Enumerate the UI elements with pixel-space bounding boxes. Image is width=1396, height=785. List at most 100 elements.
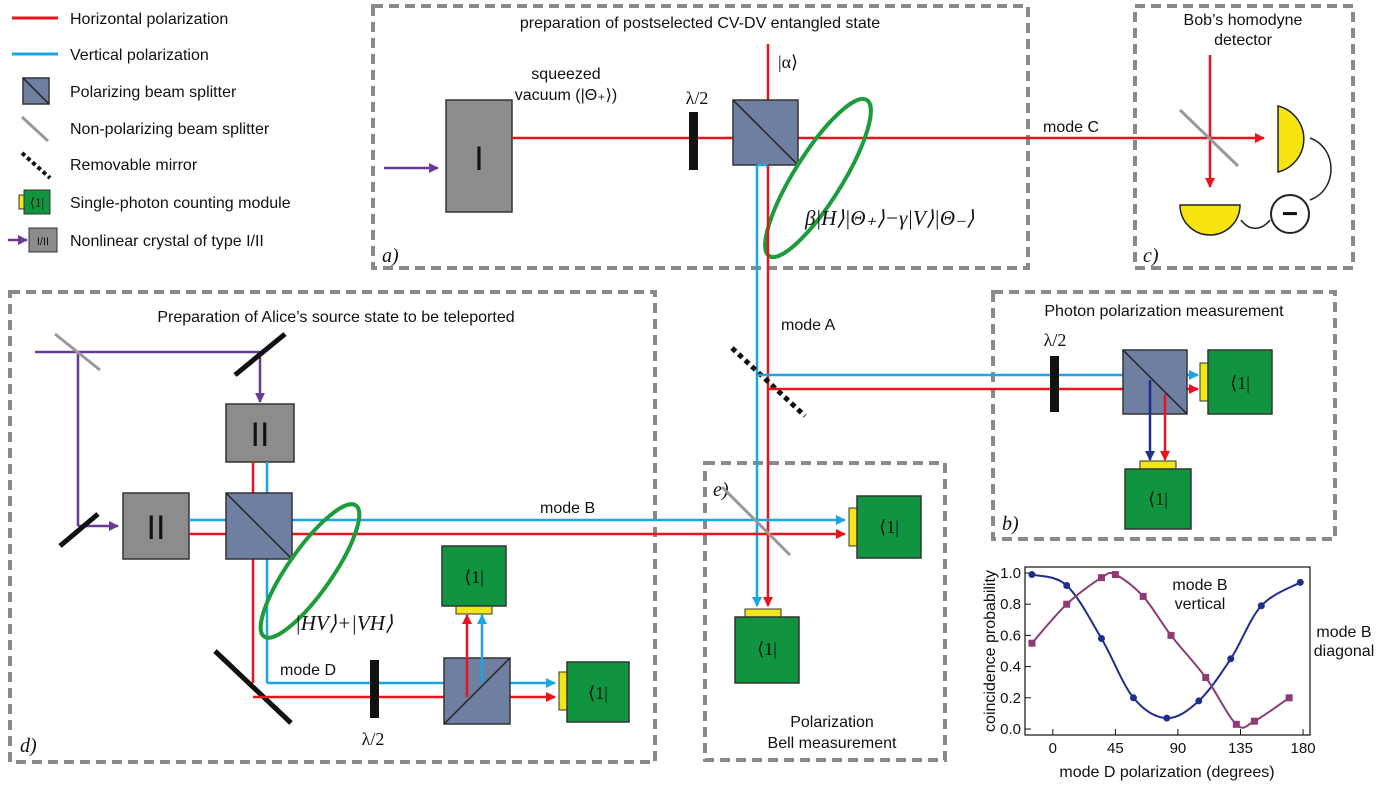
panel-e-border: [703, 461, 947, 762]
y-tick-label: 0.4: [1000, 659, 1021, 676]
legend-pbs-icon: [22, 77, 50, 105]
data-point-vertical: [1257, 602, 1265, 610]
mode-c-label: mode C: [1043, 119, 1099, 136]
data-point-diagonal: [1285, 694, 1293, 702]
panel-c-tag: c): [1143, 245, 1159, 267]
data-point-diagonal: [1202, 674, 1210, 682]
data-point-diagonal: [1028, 639, 1036, 647]
panel-b-tag: b): [1002, 513, 1019, 535]
legend-detector-icon: ⟨1|: [18, 189, 51, 215]
series-vertical-label-line2: vertical: [1175, 596, 1226, 613]
panel-b-detector-bottom: ⟨1|: [1124, 460, 1192, 530]
y-tick-label: 0.2: [1000, 690, 1021, 707]
panel-a-pbs: [732, 99, 799, 166]
svg-text:⟨1|: ⟨1|: [757, 639, 777, 659]
y-tick-label: 0.8: [1000, 596, 1021, 613]
panel-e-title-line2: Bell measurement: [768, 735, 898, 752]
panel-b-halfwave-plate: [1050, 356, 1059, 412]
legend-npbs-icon: [20, 115, 50, 143]
removable-mirror: [730, 346, 807, 418]
chart-frame: [1024, 566, 1311, 736]
legend-removable-mirror-icon: [20, 151, 52, 180]
panel-a-halfwave-plate: [689, 112, 698, 170]
entangled-state-label: β|H⟩|Θ₊⟩−γ|V⟩|Θ₋⟩: [804, 206, 974, 230]
data-point-diagonal: [1111, 571, 1119, 579]
svg-text:II: II: [251, 416, 270, 454]
panel-d-pbs-bottom: [443, 657, 511, 725]
panel-d-crystal-top: II: [225, 403, 295, 463]
subtractor-icon: −: [1270, 194, 1310, 234]
svg-text:⟨1|: ⟨1|: [1148, 489, 1168, 509]
panel-e-title-line1: Polarization: [790, 714, 874, 731]
data-point-vertical: [1227, 655, 1235, 663]
coincidence-chart: 0 45 90 135 180 0.0 0.2 0.4 0.6 0.8 1.0 mode D pol…: [982, 565, 1374, 781]
panel-d-mirror-top: [233, 332, 287, 377]
data-point-diagonal: [1097, 574, 1105, 582]
data-point-vertical: [1097, 635, 1105, 643]
panel-d-npbs: [54, 332, 101, 372]
mode-a-label: mode A: [781, 317, 836, 334]
svg-text:II: II: [147, 509, 166, 547]
fit-curve-diagonal: [1031, 571, 1290, 729]
panel-d-halfwave-label: λ/2: [362, 729, 385, 749]
y-tick-label: 0.0: [1000, 721, 1021, 738]
legend-label-horizontal: Horizontal polarization: [70, 11, 228, 28]
panel-d-pbs: [225, 492, 293, 560]
svg-text:⟨1|: ⟨1|: [464, 567, 484, 587]
data-point-vertical: [1163, 714, 1171, 722]
data-point-vertical: [1028, 571, 1036, 579]
homodyne-photodiode-right: [1277, 105, 1305, 173]
panel-e-npbs: [720, 485, 792, 557]
data-point-diagonal: [1139, 592, 1147, 600]
panel-b-title: Photon polarization measurement: [1044, 303, 1284, 320]
bell-state-label: |HV⟩+|VH⟩: [295, 611, 393, 635]
series-vertical-label-line1: mode B: [1172, 577, 1227, 594]
legend-label-pbs: Polarizing beam splitter: [70, 84, 237, 101]
panel-d-mirror-bottom: [213, 649, 293, 725]
panel-d-border: [8, 290, 657, 764]
y-tick-label: 0.6: [1000, 627, 1021, 644]
svg-text:I: I: [474, 140, 483, 178]
homodyne-wire-bottom: [1240, 219, 1271, 229]
panel-d-detector-top: ⟨1|: [441, 545, 507, 615]
panel-e-detector-right: ⟨1|: [848, 495, 922, 559]
panel-d-title: Preparation of Alice’s source state to b…: [157, 309, 514, 326]
x-tick-label: 45: [1107, 740, 1124, 757]
panel-b-pbs: [1122, 349, 1188, 415]
squeezed-label-line1: squeezed: [531, 66, 600, 83]
legend-crystal-icon: I/II: [28, 227, 58, 253]
data-point-vertical: [1063, 581, 1071, 589]
panel-c-title-line1: Bob’s homodyne: [1184, 12, 1303, 29]
legend-label-removable-mirror: Removable mirror: [70, 157, 198, 174]
svg-text:I/II: I/II: [37, 236, 49, 248]
data-point-vertical: [1296, 578, 1304, 586]
legend-label-npbs: Non-polarizing beam splitter: [70, 121, 270, 138]
legend-label-crystal: Nonlinear crystal of type I/II: [70, 233, 264, 250]
panel-d-detector-right: ⟨1|: [558, 661, 630, 723]
squeezed-label-line2: vacuum (|Θ₊⟩): [515, 87, 617, 104]
series-diagonal-label-line2: diagonal: [1314, 643, 1375, 660]
homodyne-wire-right: [1309, 137, 1332, 201]
svg-text:⟨1|: ⟨1|: [588, 683, 608, 703]
legend-label-detector: Single-photon counting module: [70, 195, 291, 212]
homodyne-photodiode-bottom: [1179, 204, 1241, 236]
data-point-vertical: [1195, 697, 1203, 705]
data-point-vertical: [1129, 694, 1137, 702]
svg-text:⟨1|: ⟨1|: [1230, 373, 1250, 393]
svg-text:−: −: [1282, 198, 1298, 229]
panel-a-crystal-type1: I: [445, 99, 513, 213]
panel-d-entanglement-ellipse: [258, 502, 362, 640]
svg-text:⟨1|: ⟨1|: [30, 195, 44, 210]
x-tick-label: 135: [1228, 740, 1253, 757]
panel-d-crystal-left: II: [122, 492, 190, 560]
panel-a-title: preparation of postselected CV-DV entang…: [520, 15, 880, 32]
y-tick-label: 1.0: [1000, 565, 1021, 582]
panel-b-halfwave-label: λ/2: [1044, 330, 1067, 350]
svg-text:⟨1|: ⟨1|: [879, 517, 899, 537]
fit-curve-vertical: [1031, 573, 1301, 720]
panel-e-tag: e): [713, 479, 729, 501]
x-tick-label: 180: [1291, 740, 1316, 757]
data-point-diagonal: [1250, 717, 1258, 725]
panel-a-tag: a): [382, 245, 399, 267]
panel-b-detector-right: ⟨1|: [1199, 349, 1273, 415]
